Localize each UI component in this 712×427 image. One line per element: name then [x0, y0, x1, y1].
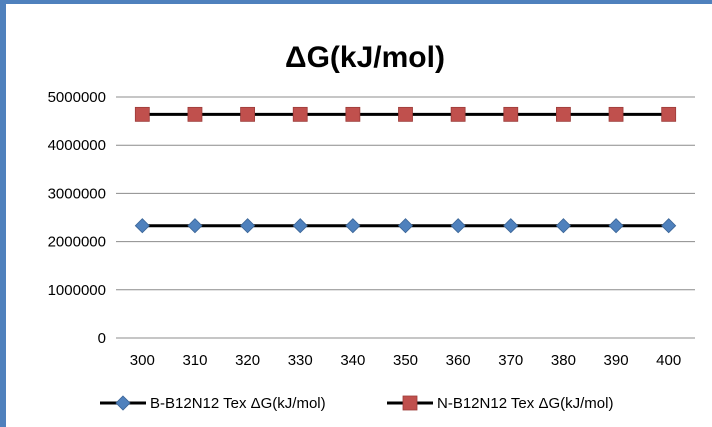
chart-title: ΔG(kJ/mol): [285, 41, 445, 74]
series-1: [134, 218, 677, 234]
diamond-marker: [292, 218, 308, 234]
x-tick-label: 300: [130, 352, 155, 369]
legend-label: B-B12N12 Tex ΔG(kJ/mol): [150, 395, 326, 412]
y-tick-label: 1000000: [48, 282, 106, 299]
x-tick-label: 390: [604, 352, 629, 369]
y-tick-label: 0: [98, 330, 106, 347]
y-tick-label: 4000000: [48, 137, 106, 154]
square-marker: [134, 106, 150, 122]
x-tick-label: 320: [235, 352, 260, 369]
square-marker: [661, 106, 677, 122]
square-marker: [187, 106, 203, 122]
x-tick-label: 310: [182, 352, 207, 369]
diamond-marker: [240, 218, 256, 234]
square-marker: [292, 106, 308, 122]
diamond-marker: [608, 218, 624, 234]
y-tick-label: 2000000: [48, 234, 106, 251]
diamond-marker: [503, 218, 519, 234]
x-tick-label: 350: [393, 352, 418, 369]
x-tick-label: 330: [288, 352, 313, 369]
diamond-marker: [345, 218, 361, 234]
diamond-marker: [134, 218, 150, 234]
square-marker: [240, 106, 255, 122]
y-tick-label: 3000000: [48, 185, 106, 202]
square-marker: [450, 106, 466, 122]
x-tick-label: 340: [340, 352, 365, 369]
legend-item-1: B-B12N12 Tex ΔG(kJ/mol): [100, 395, 326, 412]
series-2: [134, 106, 677, 122]
square-marker: [503, 106, 519, 122]
x-tick-label: 370: [498, 352, 523, 369]
diamond-marker: [187, 218, 203, 234]
square-marker: [608, 106, 624, 122]
y-axis-ticks: 0 1000000 2000000 3000000 4000000 5000000: [48, 89, 106, 347]
grid-lines: [116, 96, 695, 339]
legend-label: N-B12N12 Tex ΔG(kJ/mol): [437, 395, 613, 412]
square-marker: [556, 106, 571, 122]
legend: B-B12N12 Tex ΔG(kJ/mol) N-B12N12 Tex ΔG(k…: [100, 395, 613, 412]
diamond-marker: [397, 218, 414, 234]
diamond-marker: [661, 218, 677, 234]
y-tick-label: 5000000: [48, 89, 106, 106]
diamond-marker: [450, 218, 466, 234]
diamond-marker: [555, 218, 571, 234]
x-tick-label: 360: [446, 352, 471, 369]
x-tick-label: 400: [656, 352, 681, 369]
legend-item-2: N-B12N12 Tex ΔG(kJ/mol): [387, 395, 613, 412]
series-group: [134, 106, 677, 234]
square-marker: [345, 106, 361, 122]
legend-square-marker: [402, 395, 418, 411]
x-axis-ticks: 300 310 320 330 340 350 360 370 380 390 400: [130, 352, 681, 369]
square-marker: [398, 106, 413, 122]
legend-diamond-marker: [115, 395, 131, 411]
x-tick-label: 380: [551, 352, 576, 369]
